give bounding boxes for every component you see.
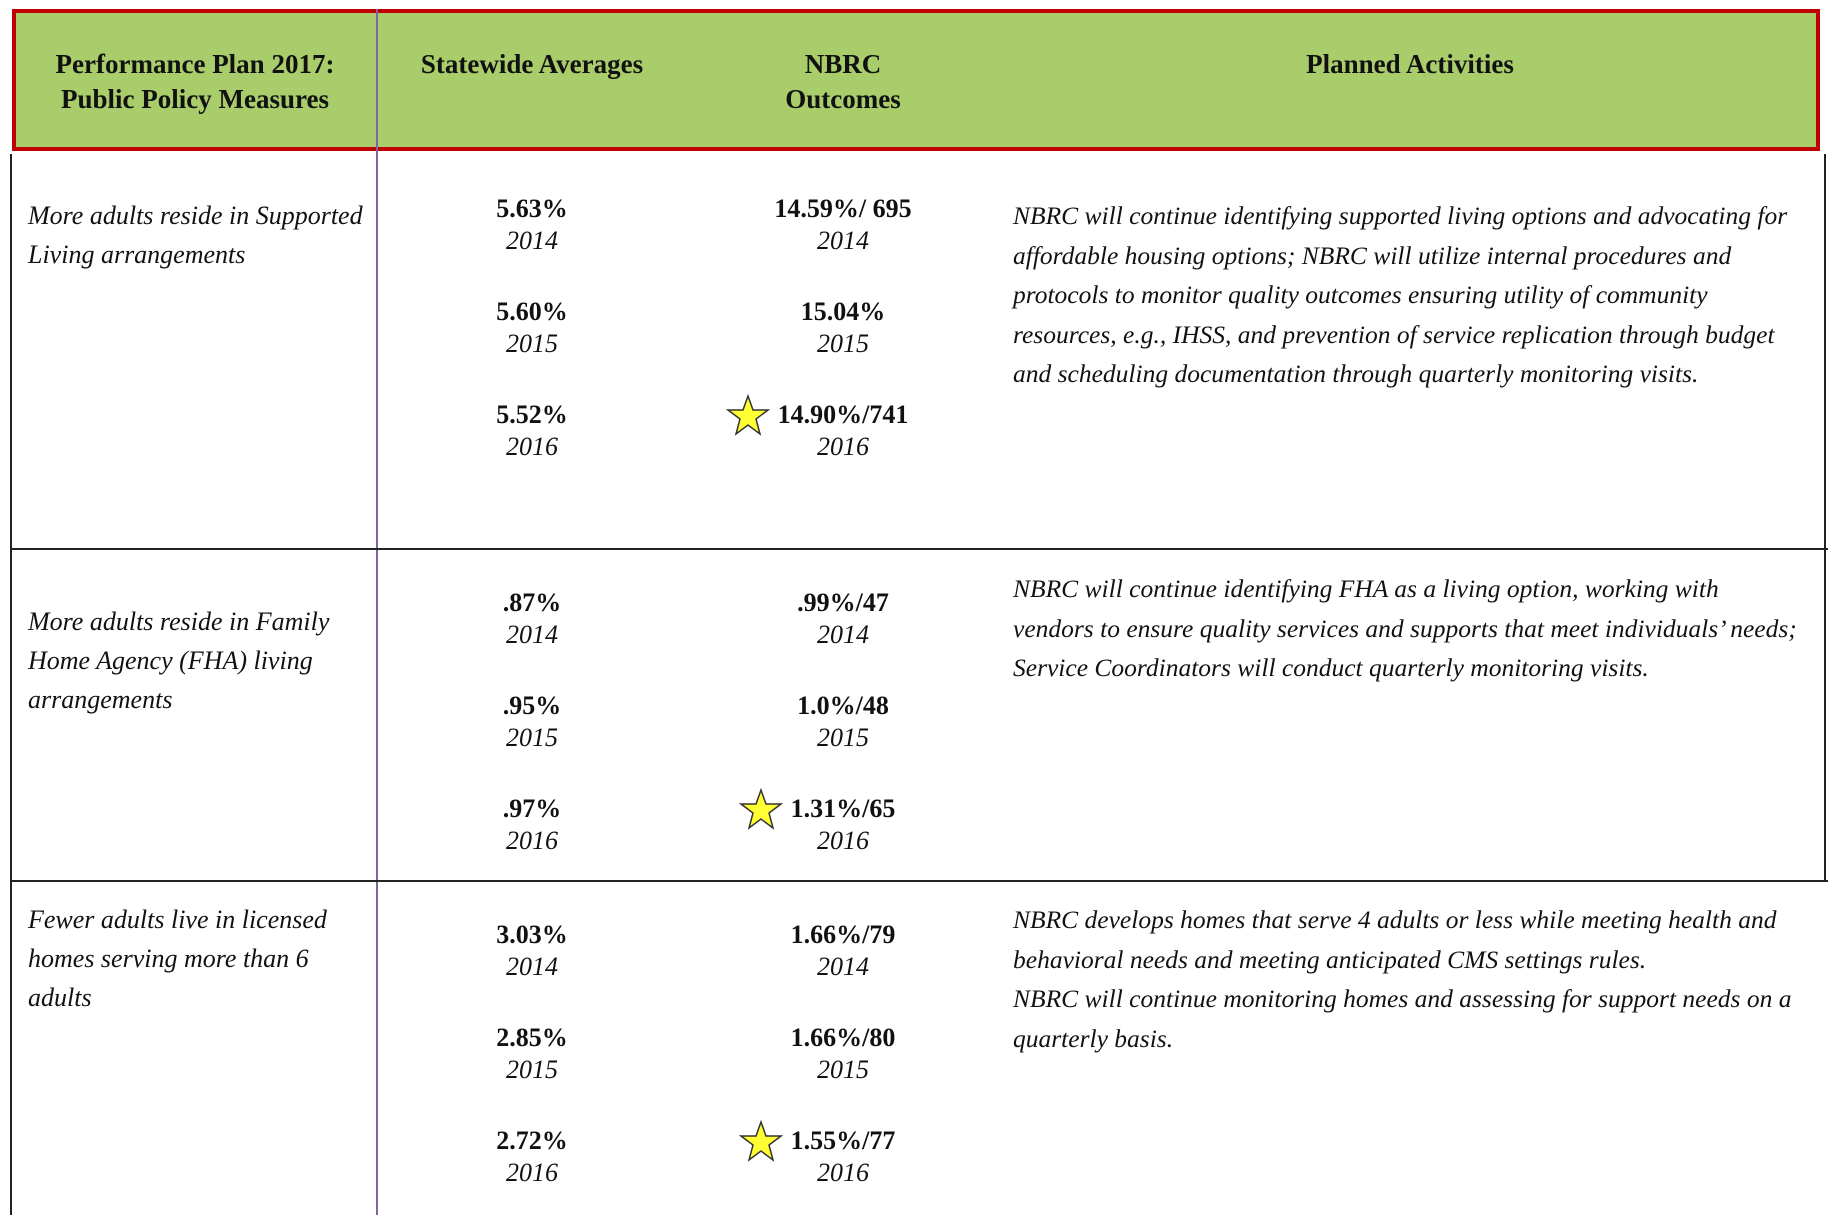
left-border — [10, 880, 12, 1215]
right-border — [1824, 154, 1826, 548]
column-divider — [376, 9, 378, 1215]
statewide-year: 2014 — [506, 620, 558, 649]
measure-text: Fewer adults live in licensed homes serv… — [28, 905, 327, 1012]
star-icon — [725, 393, 771, 436]
nbrc-value: 15.04% — [800, 297, 886, 326]
statewide-year: 2015 — [506, 1055, 558, 1084]
planned-activities: NBRC will continue identifying FHA as a … — [1013, 569, 1803, 688]
header-cell: Performance Plan 2017: Public Policy Mea… — [55, 49, 335, 114]
statewide-year: 2014 — [506, 226, 558, 255]
nbrc-value: 1.66%/80 — [790, 1023, 896, 1052]
star-icon — [738, 1119, 784, 1162]
nbrc-value: 1.55%/77 — [790, 1126, 896, 1155]
activity-paragraph: NBRC will continue monitoring homes and … — [1013, 984, 1792, 1053]
nbrc-year: 2014 — [817, 226, 869, 255]
statewide-value: 3.03% — [496, 920, 568, 949]
statewide-year: 2015 — [506, 329, 558, 358]
planned-activities: NBRC will continue identifying supported… — [1013, 196, 1803, 394]
activity-paragraph: NBRC develops homes that serve 4 adults … — [1013, 905, 1777, 974]
statewide-value: .97% — [502, 794, 562, 823]
measure-text: More adults reside in Family Home Agency… — [28, 607, 330, 714]
nbrc-year: 2015 — [817, 723, 869, 752]
statewide-value: .87% — [502, 588, 562, 617]
statewide-value: 5.63% — [496, 194, 568, 223]
row-divider — [10, 548, 1828, 550]
activity-paragraph: NBRC will continue identifying supported… — [1013, 201, 1788, 389]
nbrc-value: .99%/47 — [797, 588, 889, 617]
statewide-year: 2015 — [506, 723, 558, 752]
nbrc-year: 2014 — [817, 952, 869, 981]
statewide-year: 2014 — [506, 952, 558, 981]
statewide-value: 2.72% — [496, 1126, 568, 1155]
measure-text: More adults reside in Supported Living a… — [28, 201, 363, 269]
statewide-year: 2016 — [506, 1158, 558, 1187]
statewide-value: 5.52% — [496, 400, 568, 429]
left-border — [10, 154, 12, 548]
nbrc-value: 14.59%/ 695 — [774, 194, 912, 223]
nbrc-year: 2014 — [817, 620, 869, 649]
nbrc-value: 14.90%/741 — [777, 400, 909, 429]
row-divider — [10, 880, 1828, 882]
header-cell: Planned Activities — [1306, 49, 1514, 79]
left-border — [10, 548, 12, 880]
planned-activities: NBRC develops homes that serve 4 adults … — [1013, 900, 1803, 1058]
statewide-value: .95% — [502, 691, 562, 720]
statewide-year: 2016 — [506, 432, 558, 461]
statewide-year: 2016 — [506, 826, 558, 855]
statewide-value: 2.85% — [496, 1023, 568, 1052]
nbrc-value: 1.66%/79 — [790, 920, 896, 949]
nbrc-year: 2016 — [817, 1158, 869, 1187]
header-bar — [12, 9, 1820, 151]
nbrc-value: 1.31%/65 — [790, 794, 896, 823]
nbrc-year: 2015 — [817, 329, 869, 358]
star-icon — [738, 787, 784, 830]
nbrc-year: 2016 — [817, 432, 869, 461]
nbrc-year: 2016 — [817, 826, 869, 855]
statewide-value: 5.60% — [496, 297, 568, 326]
header-cell: NBRC Outcomes — [785, 49, 901, 114]
right-border — [1824, 548, 1826, 880]
nbrc-value: 1.0%/48 — [797, 691, 889, 720]
nbrc-year: 2015 — [817, 1055, 869, 1084]
header-cell: Statewide Averages — [420, 49, 644, 79]
activity-paragraph: NBRC will continue identifying FHA as a … — [1013, 574, 1797, 683]
